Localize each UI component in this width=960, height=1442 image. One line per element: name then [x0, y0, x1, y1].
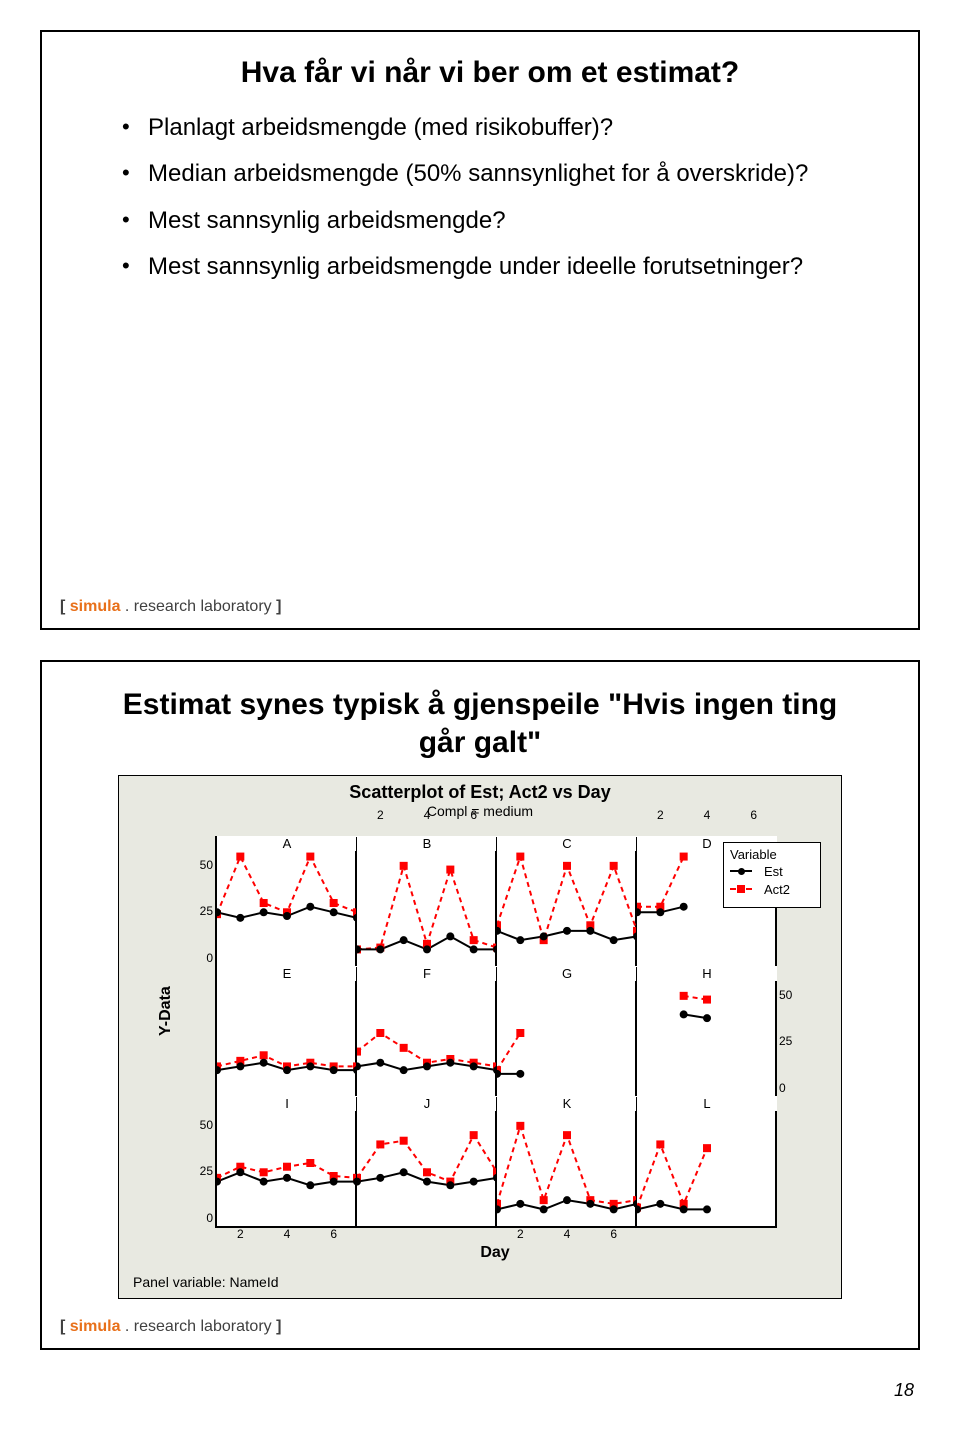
bullet: Mest sannsynlig arbeidsmengde? [122, 205, 868, 237]
y-axis-label: Y-Data [157, 986, 175, 1036]
panel-E: E [216, 967, 356, 1097]
panel-var-label: Panel variable: NameId [133, 1274, 279, 1290]
footer-brand: [ simula . research laboratory ] [60, 1318, 281, 1336]
legend-title: Variable [730, 847, 814, 862]
slide2-title: Estimat synes typisk å gjenspeile "Hvis … [112, 686, 848, 761]
bullet: Planlagt arbeidsmengde (med risikobuffer… [122, 112, 868, 144]
panel-G: G [496, 967, 636, 1097]
panel-grid: A02550B246CD246EFGH02550I02550246JK246L [215, 836, 777, 1228]
slide-1: Hva får vi når vi ber om et estimat? Pla… [40, 30, 920, 630]
footer-brand: [ simula . research laboratory ] [60, 598, 281, 616]
page-number: 18 [0, 1380, 914, 1401]
panel-L: L [636, 1097, 776, 1227]
slide1-title: Hva får vi når vi ber om et estimat? [112, 56, 868, 90]
slide-2: Estimat synes typisk å gjenspeile "Hvis … [40, 660, 920, 1350]
scatter-panel-chart: Scatterplot of Est; Act2 vs Day Compl = … [118, 775, 842, 1299]
chart-title: Scatterplot of Est; Act2 vs Day [119, 776, 841, 803]
panel-J: J [356, 1097, 496, 1227]
bullet: Mest sannsynlig arbeidsmengde under idee… [122, 251, 868, 283]
legend-est: Est [764, 864, 783, 879]
slide1-bullets: Planlagt arbeidsmengde (med risikobuffer… [122, 112, 868, 284]
panel-B: B246 [356, 837, 496, 967]
chart-legend: Variable Est Act2 [723, 842, 821, 908]
panel-F: F [356, 967, 496, 1097]
panel-A: A02550 [216, 837, 356, 967]
bullet: Median arbeidsmengde (50% sannsynlighet … [122, 158, 868, 190]
legend-act: Act2 [764, 882, 790, 897]
panel-C: C [496, 837, 636, 967]
panel-H: H02550 [636, 967, 776, 1097]
x-axis-label: Day [215, 1244, 775, 1262]
panel-K: K246 [496, 1097, 636, 1227]
panel-I: I02550246 [216, 1097, 356, 1227]
